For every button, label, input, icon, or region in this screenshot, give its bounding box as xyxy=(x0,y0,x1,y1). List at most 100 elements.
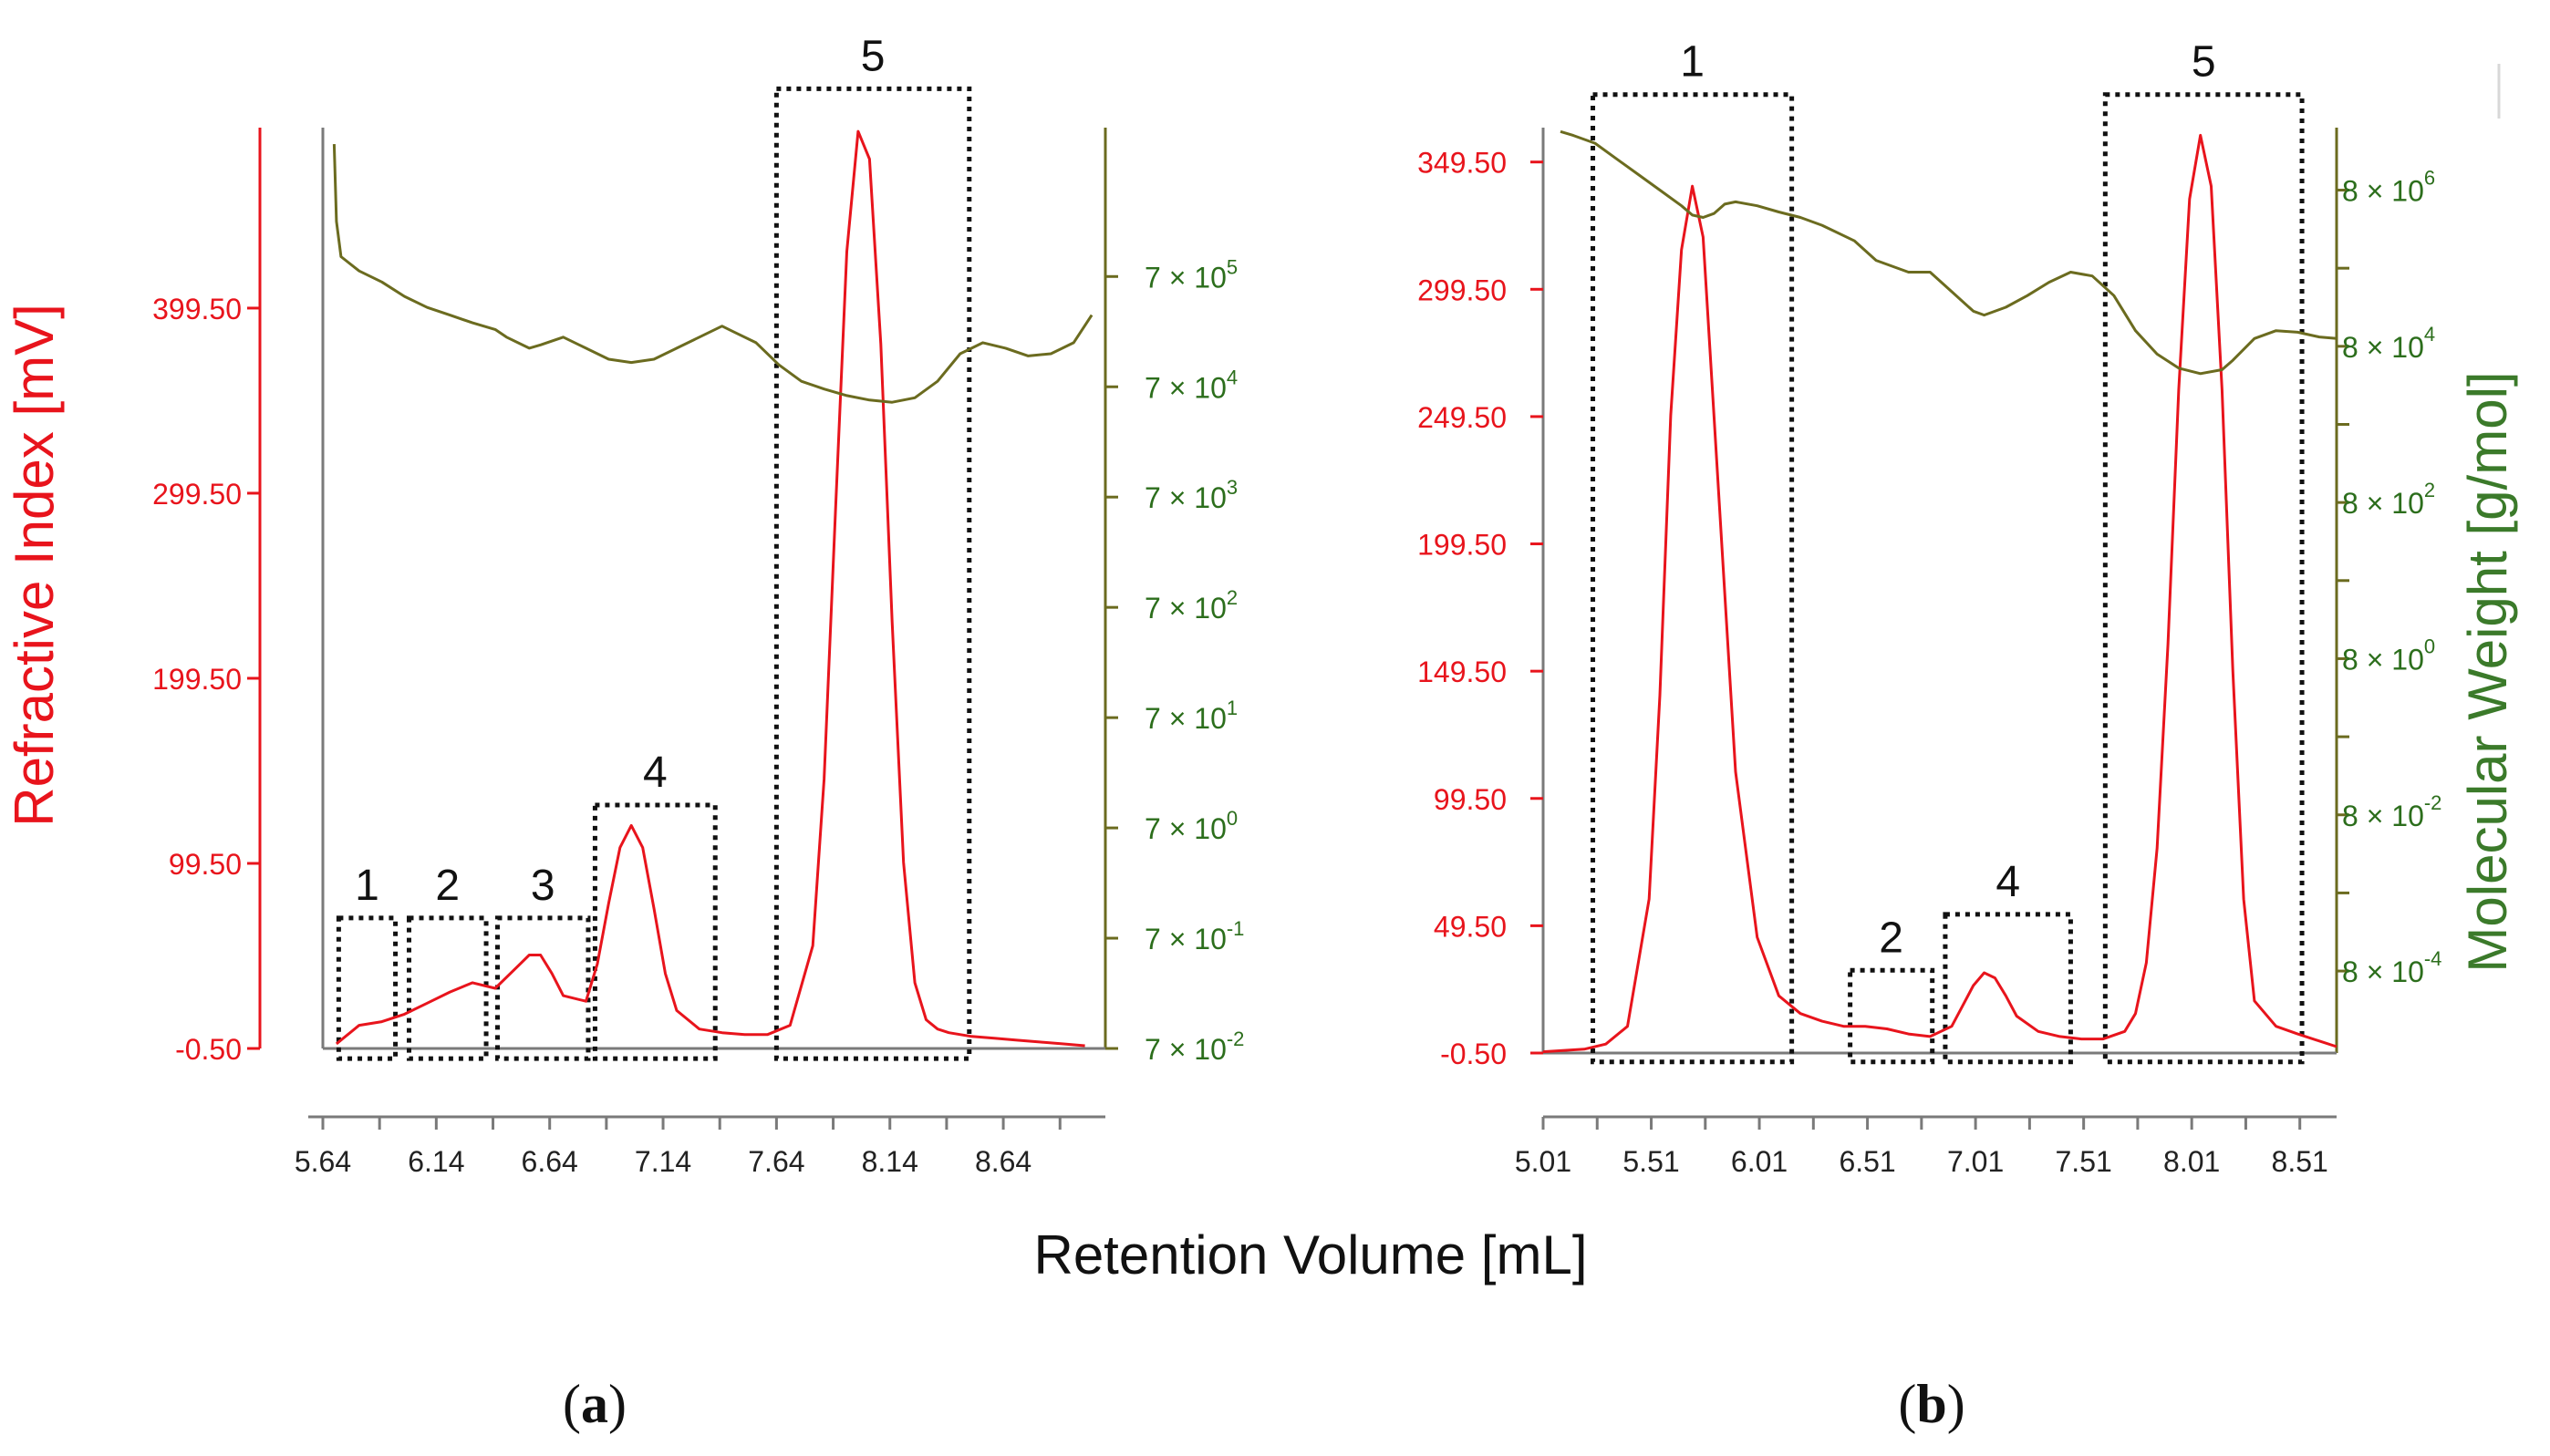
right-y-tick-coef: 7 × 10 xyxy=(1145,923,1227,955)
right-y-tick-coef: 7 × 10 xyxy=(1145,371,1227,404)
right-y-tick-coef: 7 × 10 xyxy=(1145,702,1227,735)
left-y-tick-label: 349.50 xyxy=(1417,147,1507,180)
right-y-tick-exp: 5 xyxy=(1227,255,1238,278)
right-y-tick-exp: 4 xyxy=(1227,366,1238,388)
annotation-label: 1 xyxy=(1680,38,1705,87)
panel-b-letter: b xyxy=(1916,1374,1946,1434)
panel-a-label: (a) xyxy=(563,1374,627,1434)
panel-b: -0.50 49.50 99.50 149.50 199.50 249.50 299.50 3… xyxy=(1417,38,2501,1434)
left-y-tick-label: 299.50 xyxy=(152,478,242,511)
x-tick-label: 5.01 xyxy=(1515,1145,1571,1178)
panel-a-x-ticks: 5.64 6.14 6.64 7.14 7.64 8.14 8.64 xyxy=(295,1117,1062,1178)
panel-b-x-ticks: 5.01 5.51 6.01 6.51 7.01 7.51 8.01 8.51 xyxy=(1515,1117,2328,1178)
left-y-tick-label: 399.50 xyxy=(152,293,242,325)
right-y-tick-coef: 8 × 10 xyxy=(2342,643,2424,676)
right-y-tick-coef: 8 × 10 xyxy=(2342,800,2424,832)
left-axis-title: Refractive Index [mV] xyxy=(4,304,65,827)
right-y-tick-label: 8 × 100 xyxy=(2342,635,2435,676)
x-tick-label: 6.51 xyxy=(1839,1145,1895,1178)
annotation-box xyxy=(407,915,489,1061)
molecular-weight-line xyxy=(1560,129,2338,376)
right-y-tick-label: 8 × 102 xyxy=(2342,479,2435,520)
annotation-label: 2 xyxy=(435,862,460,910)
panel-a-annotation-boxes: 1 2 3 4 5 xyxy=(336,32,972,1061)
panel-a-series xyxy=(332,129,1094,1048)
right-y-tick-label: 8 × 104 xyxy=(2342,323,2435,364)
annotation-box xyxy=(592,802,718,1061)
right-y-tick-label: 8 × 10-4 xyxy=(2342,947,2441,988)
x-tick-label: 7.01 xyxy=(1947,1145,2004,1178)
right-y-tick-label: 8 × 10-2 xyxy=(2342,791,2441,832)
right-y-tick-label: 7 × 105 xyxy=(1145,255,1238,294)
right-y-tick-exp: 3 xyxy=(1227,476,1238,499)
annotation-box xyxy=(1591,92,1795,1065)
panel-b-left-y-ticks: -0.50 49.50 99.50 149.50 199.50 249.50 299.50 3… xyxy=(1417,147,1543,1070)
x-tick-label: 5.64 xyxy=(295,1145,351,1178)
right-y-tick-exp: -1 xyxy=(1227,917,1245,940)
left-y-tick-label: 299.50 xyxy=(1417,274,1507,306)
x-tick-label: 8.01 xyxy=(2163,1145,2220,1178)
left-y-tick-label: -0.50 xyxy=(175,1033,242,1066)
molecular-weight-line xyxy=(332,144,1094,404)
right-y-tick-exp: -4 xyxy=(2424,947,2442,970)
annotation-label: 2 xyxy=(1879,914,1903,962)
right-y-tick-coef: 7 × 10 xyxy=(1145,1033,1227,1066)
panel-b-label: (b) xyxy=(1898,1374,1964,1434)
right-y-tick-exp: 4 xyxy=(2424,323,2435,346)
panel-a-letter: a xyxy=(581,1374,608,1434)
right-y-tick-coef: 7 × 10 xyxy=(1145,481,1227,514)
annotation-label: 4 xyxy=(1995,858,2020,906)
right-y-tick-label: 8 × 106 xyxy=(2342,167,2435,208)
right-y-tick-exp: -2 xyxy=(1227,1027,1245,1050)
panel-b-plot-area xyxy=(1541,64,2501,1119)
x-tick-label: 8.51 xyxy=(2272,1145,2328,1178)
x-tick-label: 6.14 xyxy=(408,1145,464,1178)
right-y-tick-coef: 8 × 10 xyxy=(2342,955,2424,988)
x-tick-label: 8.14 xyxy=(862,1145,918,1178)
annotation-label: 3 xyxy=(531,862,555,910)
annotation-label: 4 xyxy=(643,749,668,797)
right-y-tick-label: 7 × 10-2 xyxy=(1145,1027,1244,1066)
x-tick-label: 5.51 xyxy=(1622,1145,1679,1178)
annotation-box xyxy=(336,915,399,1061)
annotation-label: 1 xyxy=(355,862,379,910)
right-y-tick-coef: 8 × 10 xyxy=(2342,487,2424,520)
right-axis-title: Molecular Weight [g/mol] xyxy=(2457,371,2518,972)
x-tick-label: 8.64 xyxy=(975,1145,1031,1178)
right-y-tick-label: 7 × 101 xyxy=(1145,697,1238,735)
refractive-index-line xyxy=(335,129,1085,1048)
x-tick-label: 7.64 xyxy=(748,1145,804,1178)
right-y-tick-exp: 0 xyxy=(1227,807,1238,830)
panel-b-annotation-boxes: 1 2 4 5 xyxy=(1591,38,2305,1065)
left-y-tick-label: -0.50 xyxy=(1440,1038,1507,1070)
panel-a-plot-area xyxy=(258,128,1107,1119)
left-y-tick-label: 199.50 xyxy=(152,663,242,696)
right-y-tick-exp: 1 xyxy=(1227,697,1238,719)
right-y-tick-exp: 2 xyxy=(1227,586,1238,609)
annotation-box xyxy=(1943,912,2073,1065)
right-y-tick-exp: -2 xyxy=(2424,791,2442,814)
left-y-tick-label: 49.50 xyxy=(1434,910,1507,943)
x-axis-title: Retention Volume [mL] xyxy=(1033,1224,1587,1286)
panel-a-left-y-ticks: -0.50 99.50 199.50 299.50 399.50 xyxy=(152,293,260,1066)
annotation-box xyxy=(1848,967,1935,1065)
right-y-tick-label: 7 × 10-1 xyxy=(1145,917,1244,955)
right-y-tick-coef: 7 × 10 xyxy=(1145,592,1227,625)
right-y-tick-label: 7 × 103 xyxy=(1145,476,1238,514)
right-y-tick-coef: 8 × 10 xyxy=(2342,331,2424,364)
right-y-tick-label: 7 × 104 xyxy=(1145,366,1238,404)
right-y-tick-coef: 7 × 10 xyxy=(1145,261,1227,294)
right-y-tick-coef: 8 × 10 xyxy=(2342,175,2424,208)
x-tick-label: 6.64 xyxy=(522,1145,578,1178)
x-tick-label: 6.01 xyxy=(1731,1145,1788,1178)
x-tick-label: 7.14 xyxy=(635,1145,691,1178)
refractive-index-line xyxy=(1542,133,2338,1054)
right-y-tick-exp: 2 xyxy=(2424,479,2435,501)
annotation-box xyxy=(494,915,591,1061)
right-y-tick-coef: 7 × 10 xyxy=(1145,812,1227,845)
annotation-box xyxy=(2102,92,2305,1065)
right-y-tick-label: 7 × 102 xyxy=(1145,586,1238,625)
